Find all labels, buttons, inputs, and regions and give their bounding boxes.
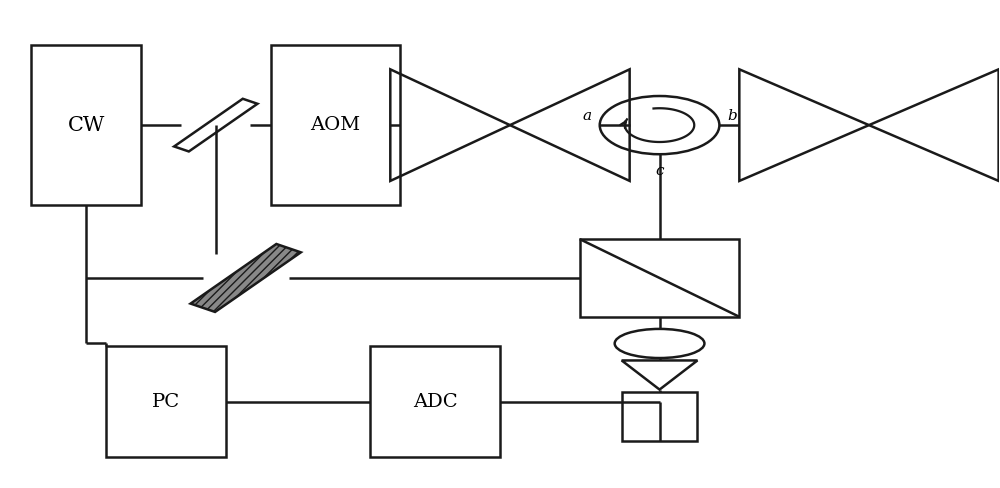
Polygon shape [191,244,301,312]
Text: b: b [727,109,737,123]
Bar [622,392,697,441]
Text: PC: PC [152,393,180,411]
Bar [580,239,739,317]
Bar [106,346,226,457]
Polygon shape [174,99,257,151]
Bar [271,45,400,205]
Text: c: c [655,164,664,178]
Text: a: a [583,109,592,123]
Bar [31,45,141,205]
Text: CW: CW [67,116,105,135]
Text: ADC: ADC [413,393,457,411]
Bar [370,346,500,457]
Text: AOM: AOM [310,116,361,134]
